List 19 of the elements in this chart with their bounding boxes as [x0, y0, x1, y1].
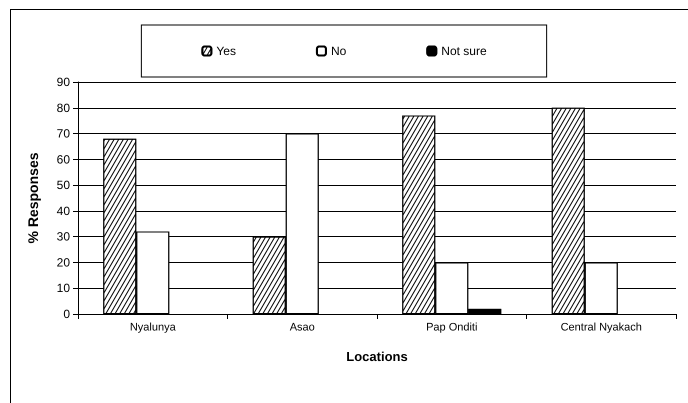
- x-tick-label: Asao: [290, 322, 315, 334]
- y-tick-label: 30: [56, 230, 70, 244]
- x-tick-label: Central Nyakach: [560, 322, 642, 334]
- y-tick-label: 20: [56, 255, 70, 270]
- legend-label: Not sure: [441, 44, 487, 58]
- y-tick-label: 0: [63, 307, 70, 321]
- y-tick-label: 60: [56, 152, 70, 166]
- x-tick-label: Pap Onditi: [426, 322, 478, 334]
- y-tick-label: 50: [56, 178, 70, 192]
- y-tick-label: 90: [56, 75, 70, 89]
- y-tick-label: 10: [56, 281, 70, 296]
- legend-label: Yes: [216, 44, 236, 58]
- y-tick-label: 70: [56, 126, 70, 141]
- legend-label: No: [330, 44, 347, 58]
- y-tick-label: 80: [56, 100, 70, 115]
- x-tick-label: Nyalunya: [130, 322, 177, 334]
- y-tick-label: 40: [56, 204, 70, 218]
- y-axis-title: % Responses: [25, 152, 41, 244]
- x-axis-title: Locations: [346, 349, 408, 364]
